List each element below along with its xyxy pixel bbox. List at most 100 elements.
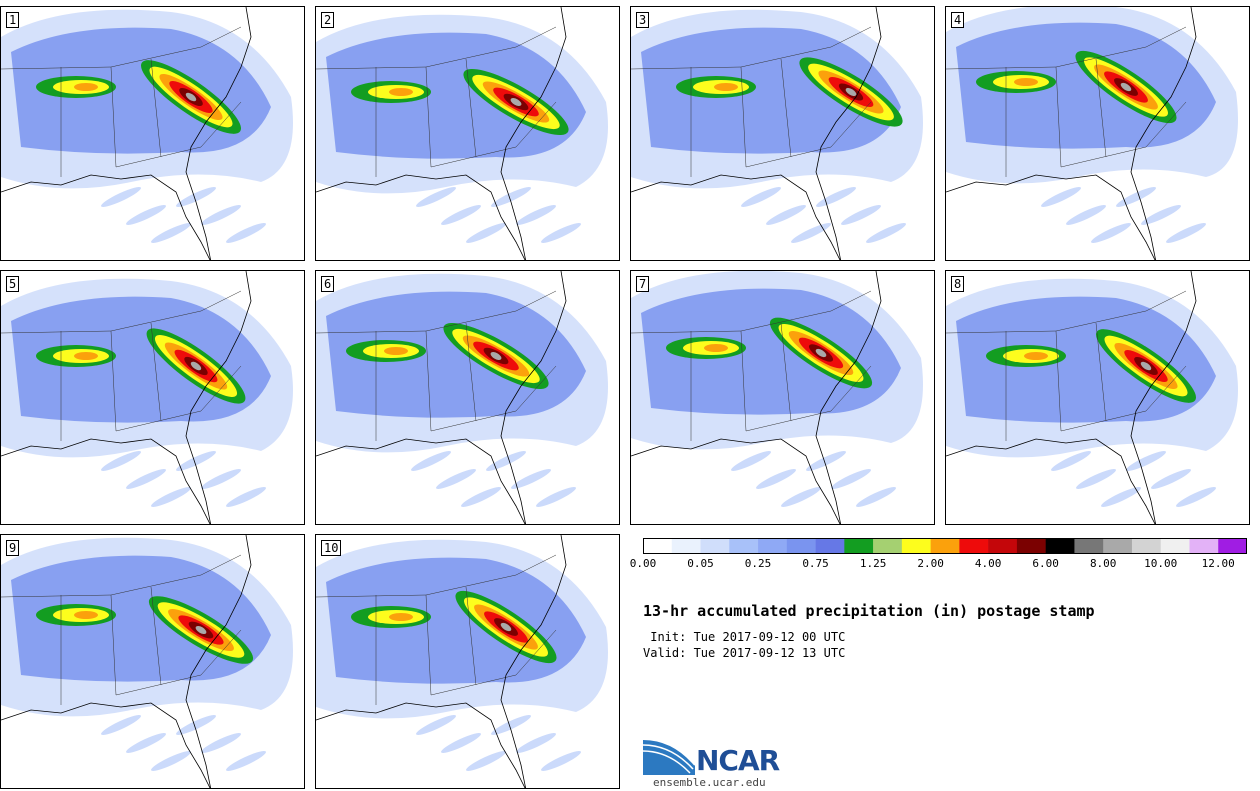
colorbar-tick-label: 6.00 bbox=[1032, 557, 1059, 570]
colorbar-tick-label: 0.05 bbox=[687, 557, 714, 570]
colorbar-swatch bbox=[930, 538, 960, 554]
panel-label: 7 bbox=[636, 276, 650, 292]
precip-band bbox=[460, 487, 502, 507]
colorbar-swatch bbox=[786, 538, 816, 554]
colorbar-swatch bbox=[643, 538, 673, 554]
precip-band bbox=[815, 187, 857, 207]
state-boundary bbox=[60, 586, 162, 705]
state-boundary bbox=[430, 629, 557, 696]
ensemble-panel-1: 1 bbox=[0, 6, 305, 261]
precip-band bbox=[175, 715, 217, 735]
precip-core bbox=[463, 68, 569, 136]
colorbar-swatch bbox=[1045, 538, 1075, 554]
precip-contour bbox=[510, 98, 522, 106]
precip-band bbox=[490, 187, 532, 207]
precip-contour bbox=[1140, 361, 1152, 371]
precip-field-medium bbox=[956, 296, 1216, 423]
coastline bbox=[1, 535, 252, 788]
state-boundary bbox=[1, 26, 242, 70]
precip-map bbox=[631, 271, 923, 524]
coastline bbox=[316, 535, 567, 788]
precip-band bbox=[1040, 187, 1082, 207]
precip-band bbox=[730, 451, 772, 471]
state-boundary bbox=[946, 26, 1187, 70]
precip-map bbox=[316, 271, 608, 524]
colorbar-tick-label: 0.75 bbox=[802, 557, 829, 570]
precip-band bbox=[780, 487, 822, 507]
precip-band bbox=[415, 715, 457, 735]
coastline bbox=[946, 7, 1197, 260]
panel-label: 10 bbox=[321, 540, 342, 556]
state-boundary bbox=[1060, 365, 1187, 432]
precip-band bbox=[465, 223, 507, 243]
precip-map bbox=[631, 7, 923, 260]
init-time: Init: Tue 2017-09-12 00 UTC bbox=[643, 630, 846, 644]
coastline bbox=[1, 7, 252, 260]
precip-contour bbox=[815, 348, 827, 358]
precip-band bbox=[1140, 205, 1182, 225]
precip-map bbox=[946, 271, 1238, 524]
precip-core bbox=[769, 317, 873, 389]
colorbar-tick-label: 4.00 bbox=[974, 557, 1002, 570]
precip-band bbox=[1165, 223, 1207, 243]
ensemble-panel-8: 8 bbox=[945, 270, 1250, 525]
state-boundary bbox=[375, 58, 477, 177]
colorbar-tick-label: 0.00 bbox=[629, 557, 657, 570]
precip-band bbox=[100, 715, 142, 735]
precip-cluster bbox=[74, 352, 98, 360]
precip-cluster bbox=[1024, 352, 1048, 360]
precip-band bbox=[1125, 451, 1167, 471]
state-boundary bbox=[430, 365, 557, 432]
precip-band bbox=[1150, 469, 1192, 489]
colorbar-frame bbox=[643, 538, 1247, 554]
precip-contour bbox=[845, 87, 857, 97]
precip-contour bbox=[500, 622, 512, 632]
precip-contour bbox=[185, 92, 197, 102]
precip-band bbox=[805, 451, 847, 471]
panel-label: 5 bbox=[6, 276, 20, 292]
state-boundary bbox=[115, 629, 242, 696]
panel-label: 9 bbox=[6, 540, 20, 556]
precip-map bbox=[946, 7, 1238, 260]
ensemble-panel-5: 5 bbox=[0, 270, 305, 525]
state-boundary bbox=[316, 26, 557, 70]
precip-cluster bbox=[704, 344, 728, 352]
ensemble-panel-2: 2 bbox=[315, 6, 620, 261]
precip-cluster bbox=[714, 83, 738, 91]
precip-band bbox=[150, 751, 192, 771]
ensemble-panel-9: 9 bbox=[0, 534, 305, 789]
precip-field-medium bbox=[326, 32, 586, 159]
precip-band bbox=[100, 187, 142, 207]
colorbar-swatch bbox=[1160, 538, 1190, 554]
precip-band bbox=[125, 733, 167, 753]
colorbar-swatch bbox=[671, 538, 701, 554]
colorbar-tick-label: 8.00 bbox=[1089, 557, 1117, 570]
precip-band bbox=[125, 469, 167, 489]
precip-band bbox=[830, 469, 872, 489]
state-boundary bbox=[690, 58, 792, 177]
precip-contour bbox=[195, 625, 207, 635]
colorbar-tick-label: 1.25 bbox=[859, 557, 887, 570]
precip-map bbox=[1, 271, 293, 524]
precip-map bbox=[1, 535, 293, 788]
precip-core bbox=[148, 596, 254, 664]
precip-band bbox=[1175, 487, 1217, 507]
precip-band bbox=[1090, 223, 1132, 243]
colorbar-swatch bbox=[959, 538, 989, 554]
colorbar-swatch bbox=[1074, 538, 1104, 554]
precip-band bbox=[1050, 451, 1092, 471]
panel-label: 6 bbox=[321, 276, 335, 292]
precip-colorbar bbox=[643, 538, 1247, 554]
precip-band bbox=[440, 205, 482, 225]
precip-band bbox=[515, 733, 557, 753]
state-boundary bbox=[1, 290, 242, 334]
precip-cluster bbox=[389, 88, 413, 96]
precip-contour bbox=[490, 352, 502, 360]
precip-band bbox=[865, 223, 907, 243]
site-url: ensemble.ucar.edu bbox=[653, 776, 766, 789]
coastline bbox=[631, 271, 882, 524]
precip-band bbox=[1115, 187, 1157, 207]
precip-band bbox=[840, 205, 882, 225]
colorbar-ticks: 0.00 0.05 0.25 0.75 1.25 2.00 4.00 6.00 … bbox=[630, 557, 1260, 571]
colorbar-swatch bbox=[1103, 538, 1133, 554]
